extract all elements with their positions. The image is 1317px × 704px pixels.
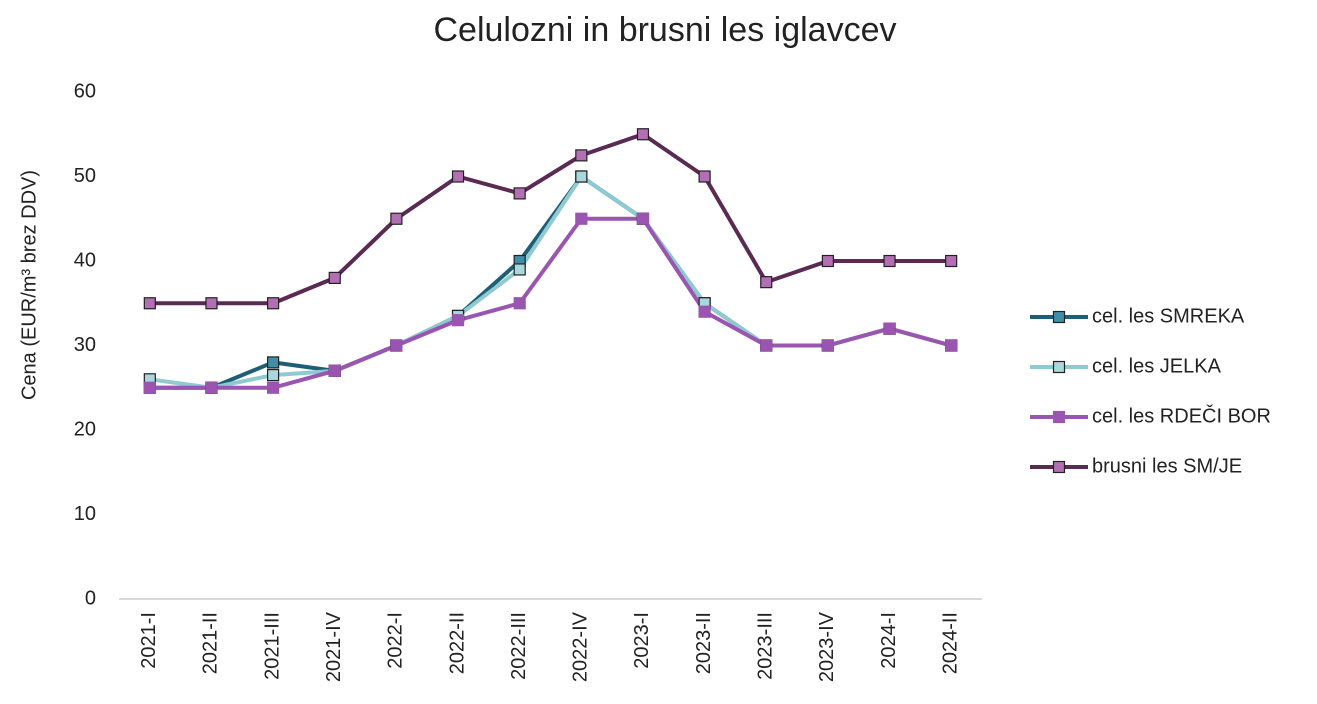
x-tick-label: 2022-II: [446, 612, 468, 674]
marker: [883, 254, 896, 268]
x-tick-label: 2024-I: [878, 612, 900, 669]
marker: [698, 305, 711, 318]
y-tick-label: 40: [74, 249, 96, 271]
marker: [328, 364, 341, 377]
marker: [267, 381, 280, 394]
y-tick-label: 20: [74, 418, 96, 440]
x-tick-label: 2021-III: [261, 612, 283, 680]
legend-label: cel. les SMREKA: [1092, 305, 1245, 327]
x-tick-label: 2022-I: [385, 612, 407, 669]
marker: [698, 170, 711, 183]
marker: [636, 128, 650, 141]
marker: [945, 254, 958, 268]
y-tick-label: 0: [85, 587, 96, 609]
marker: [636, 212, 650, 225]
x-tick-label: 2021-I: [138, 612, 160, 669]
marker: [143, 297, 156, 310]
marker: [451, 170, 465, 183]
x-tick-label: 2024-II: [939, 612, 961, 674]
marker: [390, 339, 403, 352]
legend-marker: [1052, 410, 1066, 424]
marker: [821, 339, 834, 352]
y-tick-label: 10: [74, 503, 96, 525]
x-tick-label: 2022-III: [508, 612, 530, 680]
y-axis-label: Cena (EUR/m³ brez DDV): [18, 170, 40, 400]
x-tick-label: 2022-IV: [570, 611, 592, 682]
marker: [760, 339, 773, 352]
x-tick-label: 2021-IV: [323, 611, 345, 682]
marker: [883, 322, 896, 335]
legend-marker: [1052, 310, 1066, 324]
y-tick-label: 50: [74, 165, 96, 187]
y-tick-label: 30: [74, 334, 96, 356]
marker: [451, 314, 465, 327]
legend-marker: [1052, 360, 1066, 374]
marker: [267, 356, 280, 369]
marker: [575, 170, 588, 183]
x-tick-label: 2021-II: [200, 612, 222, 674]
marker: [390, 212, 403, 225]
x-tick-label: 2023-III: [755, 612, 777, 680]
marker: [205, 297, 218, 310]
series-line: [149, 174, 952, 390]
chart-title: Celulozni in brusni les iglavcev: [433, 11, 896, 49]
series-line: [149, 132, 952, 306]
marker: [760, 276, 773, 289]
marker: [267, 368, 280, 382]
legend-label: cel. les RDEČI BOR: [1092, 404, 1271, 427]
series-line: [149, 174, 952, 390]
series-line: [149, 216, 952, 390]
y-tick-label: 60: [74, 80, 96, 102]
marker: [821, 254, 834, 268]
x-tick-label: 2023-II: [693, 612, 715, 674]
marker: [205, 381, 218, 394]
x-tick-label: 2023-I: [631, 612, 653, 669]
legend-label: brusni les SM/JE: [1092, 455, 1242, 477]
marker: [513, 297, 526, 310]
marker: [143, 381, 156, 394]
legend-marker: [1052, 460, 1066, 474]
legend-label: cel. les JELKA: [1092, 355, 1222, 377]
marker: [267, 297, 280, 310]
marker: [575, 149, 588, 162]
marker: [328, 271, 341, 284]
x-tick-label: 2023-IV: [816, 611, 838, 682]
marker: [513, 263, 526, 276]
marker: [575, 212, 588, 225]
marker: [513, 187, 526, 200]
marker: [945, 339, 958, 352]
